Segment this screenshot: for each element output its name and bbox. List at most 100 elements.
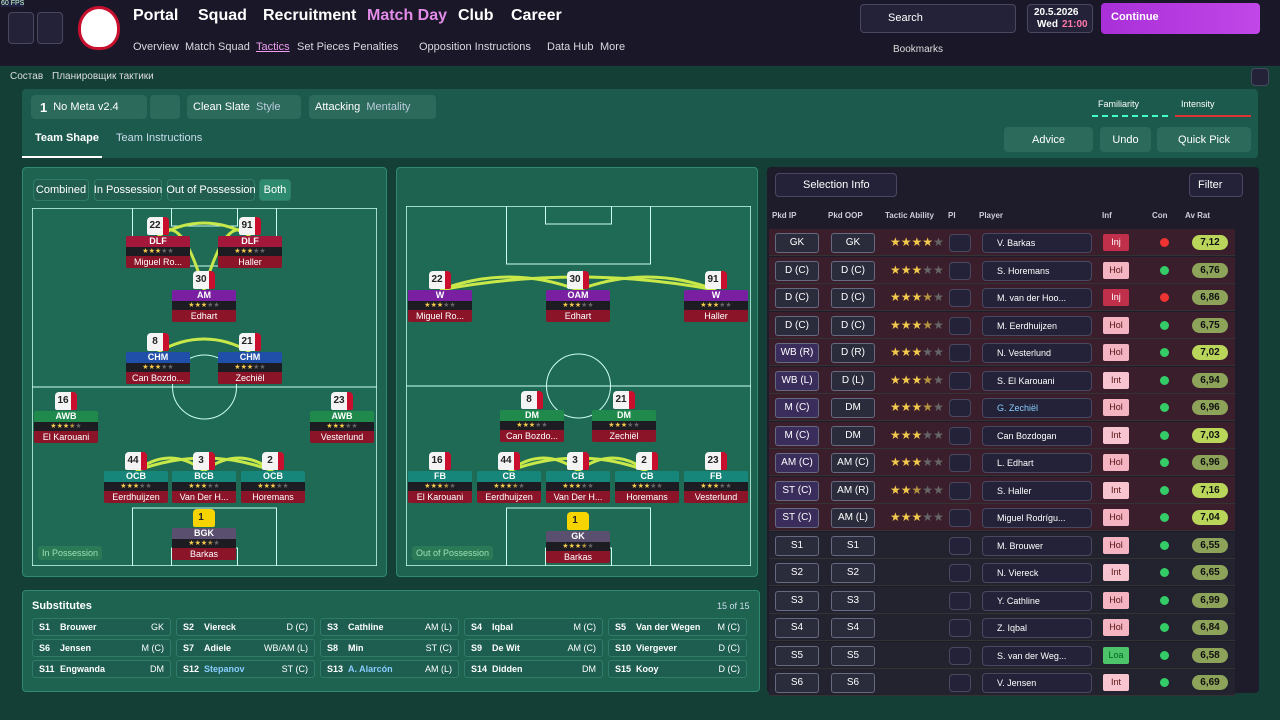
mentality-selector[interactable]: Attacking Mentality bbox=[309, 95, 436, 119]
pkd-ip[interactable]: D (C) bbox=[775, 260, 819, 281]
submenu-item[interactable]: Overview bbox=[133, 41, 179, 53]
substitute[interactable]: S5 Van der Wegen M (C) bbox=[608, 618, 747, 636]
pkd-oop[interactable]: D (C) bbox=[831, 260, 875, 281]
close-button[interactable] bbox=[1251, 68, 1269, 86]
pkd-oop[interactable]: S2 bbox=[831, 563, 875, 583]
substitute[interactable]: S7 Adiele WB/AM (L) bbox=[176, 639, 315, 657]
player-select[interactable]: V. Jensen bbox=[982, 673, 1092, 693]
forward-button[interactable] bbox=[37, 12, 63, 44]
pi-button[interactable] bbox=[949, 261, 971, 280]
pitch-filter[interactable]: Out of Possession bbox=[166, 179, 256, 201]
substitute[interactable]: S3 Cathline AM (L) bbox=[320, 618, 459, 636]
submenu-item[interactable]: More bbox=[600, 41, 626, 53]
pkd-ip[interactable]: AM (C) bbox=[775, 453, 819, 473]
pkd-ip[interactable]: GK bbox=[775, 233, 819, 253]
pi-button[interactable] bbox=[949, 316, 971, 335]
player-card[interactable]: BCB ★★★★★ Van Der H... bbox=[172, 471, 236, 503]
club-logo[interactable] bbox=[78, 6, 120, 50]
pkd-oop[interactable]: S3 bbox=[831, 590, 875, 611]
player-select[interactable]: S. van der Weg... bbox=[982, 645, 1092, 666]
player-select[interactable]: Miguel Rodrígu... bbox=[982, 508, 1092, 528]
pkd-ip[interactable]: S2 bbox=[775, 563, 819, 583]
menu-item[interactable]: Club bbox=[458, 7, 494, 24]
pkd-ip[interactable]: D (C) bbox=[775, 315, 819, 336]
add-tactic[interactable] bbox=[150, 95, 180, 119]
substitute[interactable]: S9 De Wit AM (C) bbox=[464, 639, 603, 657]
pi-button[interactable] bbox=[949, 289, 971, 307]
player-card[interactable]: CHM ★★★★★ Zechiël bbox=[218, 352, 282, 384]
player-card[interactable]: OCB ★★★★★ Eerdhuijzen bbox=[104, 471, 168, 503]
submenu-item[interactable]: Match Squad bbox=[185, 41, 250, 53]
selection-info[interactable]: Selection Info bbox=[775, 173, 897, 197]
substitute[interactable]: S8 Min ST (C) bbox=[320, 639, 459, 657]
tab-team-shape[interactable]: Team Shape bbox=[35, 132, 99, 144]
pkd-ip[interactable]: WB (R) bbox=[775, 343, 819, 363]
date-box[interactable] bbox=[1027, 4, 1093, 33]
pitch-filter[interactable]: Both bbox=[259, 179, 291, 201]
player-card[interactable]: CB ★★★★★ Van Der H... bbox=[546, 471, 610, 503]
pkd-ip[interactable]: S3 bbox=[775, 590, 819, 611]
pkd-oop[interactable]: D (C) bbox=[831, 315, 875, 336]
substitute[interactable]: S12 Stepanov ST (C) bbox=[176, 660, 315, 678]
search[interactable]: Search bbox=[888, 12, 923, 24]
pi-button[interactable] bbox=[949, 234, 971, 252]
familiarity[interactable]: Familiarity bbox=[1092, 97, 1168, 117]
pi-button[interactable] bbox=[949, 674, 971, 692]
pkd-oop[interactable]: D (C) bbox=[831, 288, 875, 308]
pkd-ip[interactable]: D (C) bbox=[775, 288, 819, 308]
player-card[interactable]: AWB ★★★★★ El Karouani bbox=[34, 411, 98, 443]
breadcrumb-1[interactable]: Состав bbox=[10, 71, 44, 82]
quick-pick-button[interactable]: Quick Pick bbox=[1157, 127, 1251, 152]
pkd-ip[interactable]: M (C) bbox=[775, 425, 819, 446]
continue-button[interactable] bbox=[1101, 3, 1260, 34]
pkd-ip[interactable]: ST (C) bbox=[775, 480, 819, 501]
player-select[interactable]: N. Vesterlund bbox=[982, 343, 1092, 363]
player-card[interactable]: CB ★★★★★ Horemans bbox=[615, 471, 679, 503]
submenu-item[interactable]: Data Hub bbox=[547, 41, 594, 53]
player-select[interactable]: S. El Karouani bbox=[982, 370, 1092, 391]
player-select[interactable]: V. Barkas bbox=[982, 233, 1092, 253]
submenu-item[interactable]: Tactics bbox=[256, 41, 290, 53]
pi-button[interactable] bbox=[949, 344, 971, 362]
back-button[interactable] bbox=[8, 12, 34, 44]
pkd-ip[interactable]: S4 bbox=[775, 618, 819, 638]
player-card[interactable]: OCB ★★★★★ Horemans bbox=[241, 471, 305, 503]
player-card[interactable]: BGK ★★★★★ Barkas bbox=[172, 528, 236, 560]
player-select[interactable]: G. Zechiël bbox=[982, 398, 1092, 418]
player-card[interactable]: AWB ★★★★★ Vesterlund bbox=[310, 411, 374, 443]
menu-item[interactable]: Portal bbox=[133, 7, 179, 24]
substitute[interactable]: S1 Brouwer GK bbox=[32, 618, 171, 636]
pi-button[interactable] bbox=[949, 591, 971, 610]
pi-button[interactable] bbox=[949, 481, 971, 500]
pkd-oop[interactable]: D (L) bbox=[831, 370, 875, 391]
pkd-oop[interactable]: AM (L) bbox=[831, 508, 875, 528]
pi-button[interactable] bbox=[949, 454, 971, 472]
player-select[interactable]: N. Viereck bbox=[982, 563, 1092, 583]
player-select[interactable]: S. Horemans bbox=[982, 260, 1092, 281]
substitute[interactable]: S13 A. Alarcón AM (L) bbox=[320, 660, 459, 678]
substitute[interactable]: S6 Jensen M (C) bbox=[32, 639, 171, 657]
pkd-oop[interactable]: DM bbox=[831, 398, 875, 418]
pkd-oop[interactable]: AM (R) bbox=[831, 480, 875, 501]
filter[interactable]: Filter bbox=[1189, 173, 1243, 197]
pkd-oop[interactable]: S1 bbox=[831, 535, 875, 556]
substitute[interactable]: S14 Didden DM bbox=[464, 660, 603, 678]
player-card[interactable]: DM ★★★★★ Zechiël bbox=[592, 410, 656, 442]
player-card[interactable]: CB ★★★★★ Eerdhuijzen bbox=[477, 471, 541, 503]
pi-button[interactable] bbox=[949, 399, 971, 417]
menu-item[interactable]: Career bbox=[511, 7, 562, 24]
submenu-item[interactable]: Opposition Instructions bbox=[419, 41, 531, 53]
player-select[interactable]: S. Haller bbox=[982, 480, 1092, 501]
style-selector[interactable]: Clean Slate Style bbox=[187, 95, 301, 119]
player-card[interactable]: OAM ★★★★★ Edhart bbox=[546, 290, 610, 322]
player-card[interactable]: AM ★★★★★ Edhart bbox=[172, 290, 236, 322]
pitch-filter[interactable]: Combined bbox=[33, 179, 89, 201]
pi-button[interactable] bbox=[949, 509, 971, 527]
pi-button[interactable] bbox=[949, 646, 971, 665]
tactic-selector[interactable]: 1 No Meta v2.4 bbox=[31, 95, 147, 119]
pkd-oop[interactable]: D (R) bbox=[831, 343, 875, 363]
advice-button[interactable]: Advice bbox=[1004, 127, 1093, 152]
submenu-item[interactable]: Set Pieces bbox=[297, 41, 350, 53]
substitute[interactable]: S15 Kooy D (C) bbox=[608, 660, 747, 678]
pkd-oop[interactable]: DM bbox=[831, 425, 875, 446]
